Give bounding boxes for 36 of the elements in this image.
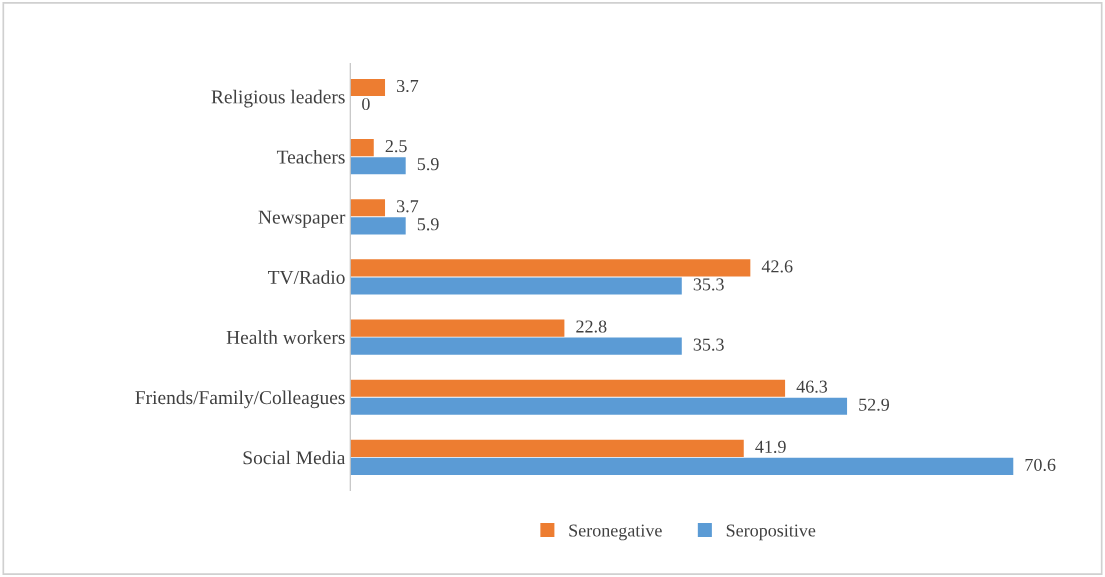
bar xyxy=(350,217,406,235)
data-label: 5.9 xyxy=(417,158,439,171)
data-label: 22.8 xyxy=(576,320,607,333)
data-label: 42.6 xyxy=(761,260,793,273)
y-tick-label: Health workers xyxy=(226,330,345,345)
bar xyxy=(350,439,744,457)
y-tick-label: Religious leaders xyxy=(211,89,345,108)
data-label: 0 xyxy=(362,97,370,111)
y-tick-label: Friends/Family/Colleagues xyxy=(135,390,345,409)
bar xyxy=(350,157,406,175)
bar xyxy=(350,397,848,415)
data-label: 35.3 xyxy=(693,338,724,351)
legend-label: Seronegative xyxy=(569,524,662,541)
y-tick-label: Teachers xyxy=(276,149,345,164)
data-label: 3.7 xyxy=(397,200,419,213)
bar xyxy=(350,277,682,295)
data-label: 70.6 xyxy=(1025,458,1056,471)
bar xyxy=(350,337,682,355)
data-label: 52.9 xyxy=(859,398,890,411)
bar xyxy=(350,457,1014,475)
data-label: 2.5 xyxy=(385,140,407,153)
data-label: 3.7 xyxy=(397,79,419,93)
data-label: 46.3 xyxy=(796,380,828,393)
data-label: 35.3 xyxy=(693,278,724,291)
bar xyxy=(350,199,386,217)
y-tick-label: Newspaper xyxy=(258,210,346,228)
y-tick-label: Social Media xyxy=(243,450,346,465)
y-tick-label: TV/Radio xyxy=(268,270,345,284)
bar xyxy=(350,319,565,337)
bar xyxy=(350,78,386,97)
bar xyxy=(350,139,374,157)
data-label: 41.9 xyxy=(755,440,786,453)
data-label: 5.9 xyxy=(417,218,439,231)
bar xyxy=(350,259,751,277)
bar xyxy=(350,379,786,397)
legend-label: Seropositive xyxy=(726,524,816,541)
